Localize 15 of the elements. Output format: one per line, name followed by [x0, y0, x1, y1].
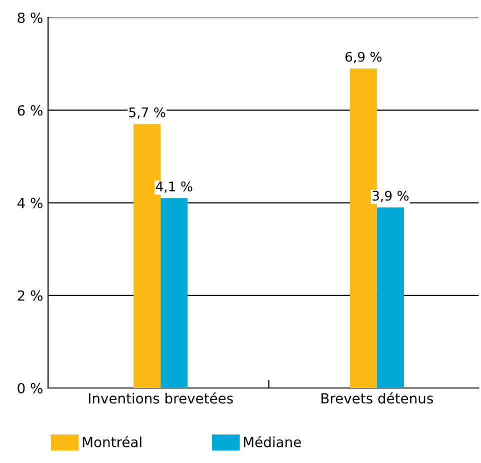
- data-label: 6,9 %: [345, 52, 382, 64]
- y-tick-label: 0 %: [18, 382, 42, 394]
- bar: [376, 207, 404, 388]
- y-tick-label: 6 %: [18, 105, 42, 116]
- y-tick-label: 8 %: [18, 12, 42, 24]
- bar: [160, 198, 188, 388]
- x-tick-label: Brevets détenus: [322, 392, 434, 404]
- legend-label: Médiane: [244, 436, 301, 448]
- data-label: 3,9 %: [372, 190, 409, 202]
- legend-label: Montréal: [82, 436, 142, 448]
- data-label: 5,7 %: [129, 107, 166, 119]
- data-label: 4,1 %: [156, 181, 192, 193]
- x-tick-label: Inventions brevetées: [88, 392, 233, 404]
- y-tick-label: 4 %: [17, 198, 42, 208]
- y-tick-label: 2 %: [18, 290, 42, 301]
